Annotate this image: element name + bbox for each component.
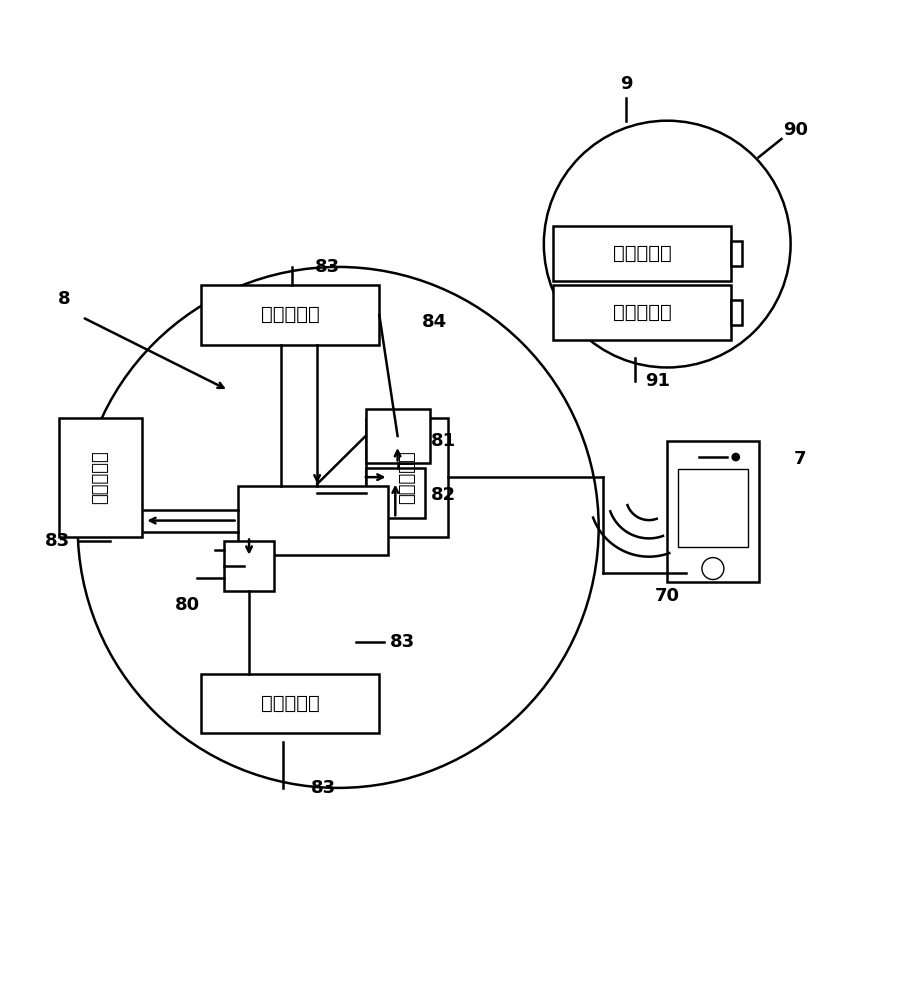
Bar (201, 674, 379, 733)
Text: 82: 82 (430, 486, 456, 504)
Bar (238, 486, 388, 555)
Bar (366, 409, 430, 463)
Text: 第二蓄电池: 第二蓄电池 (612, 244, 672, 263)
Text: 81: 81 (430, 432, 456, 450)
Bar (731, 241, 742, 266)
Text: 80: 80 (175, 596, 200, 614)
Text: 83: 83 (315, 258, 340, 276)
Text: 射频发射器: 射频发射器 (260, 305, 320, 324)
Text: 射频发射器: 射频发射器 (260, 694, 320, 713)
Text: 7: 7 (793, 450, 806, 468)
Bar (553, 226, 731, 281)
Text: 射频发射器: 射频发射器 (91, 450, 110, 504)
Text: 91: 91 (645, 372, 671, 390)
Text: 83: 83 (389, 633, 415, 651)
Text: 70: 70 (654, 587, 680, 605)
Bar (678, 469, 748, 547)
Text: 射频发射器: 射频发射器 (612, 303, 672, 322)
Text: 射频发射器: 射频发射器 (398, 450, 416, 504)
Text: 83: 83 (311, 779, 335, 797)
Circle shape (732, 453, 739, 461)
Circle shape (544, 121, 791, 367)
Bar (667, 441, 759, 582)
Bar (224, 541, 274, 591)
Bar (553, 285, 731, 340)
Bar (366, 468, 425, 518)
Circle shape (702, 558, 724, 580)
Text: 90: 90 (782, 121, 808, 139)
Text: 84: 84 (421, 313, 447, 331)
Text: 83: 83 (45, 532, 70, 550)
Bar (366, 418, 448, 537)
Bar (731, 300, 742, 325)
Circle shape (78, 267, 599, 788)
Text: 8: 8 (58, 290, 70, 308)
Text: 9: 9 (620, 75, 632, 93)
Bar (59, 418, 142, 537)
Bar (201, 285, 379, 345)
